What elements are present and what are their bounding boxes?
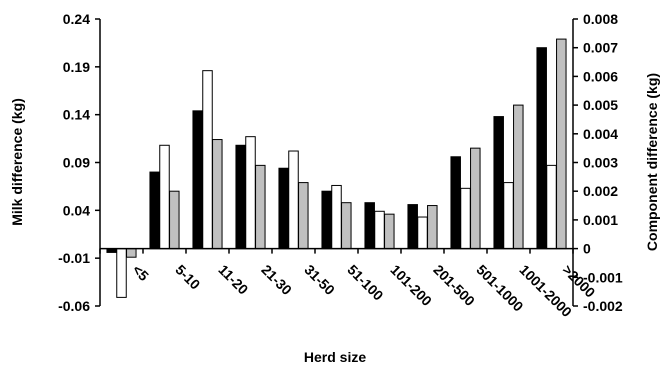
bar-s3-0 bbox=[126, 248, 137, 258]
bar-s2-9 bbox=[503, 182, 514, 250]
bar-s3-8 bbox=[470, 147, 481, 250]
right-tick-label-9: 0.007 bbox=[583, 40, 618, 56]
bar-s1-2 bbox=[192, 110, 203, 250]
bar-s2-6 bbox=[374, 210, 385, 250]
right-tick-label-0: -0.002 bbox=[583, 298, 623, 314]
left-tick-label-4: 0.14 bbox=[63, 107, 90, 123]
right-tick-label-8: 0.006 bbox=[583, 68, 618, 84]
bar-s1-1 bbox=[149, 171, 160, 250]
x-tick-label-0: <5 bbox=[129, 261, 152, 284]
x-tick-label-2: 11-20 bbox=[215, 261, 251, 297]
x-tick-label-6: 101-200 bbox=[387, 261, 435, 309]
right-tick-label-5: 0.003 bbox=[583, 155, 618, 171]
bar-s2-8 bbox=[460, 187, 471, 250]
bar-s2-3 bbox=[245, 136, 256, 250]
bar-s1-3 bbox=[235, 144, 246, 250]
bar-s3-1 bbox=[169, 190, 180, 250]
left-tick-label-0: -0.06 bbox=[58, 298, 90, 314]
bar-s1-9 bbox=[493, 116, 504, 250]
right-tick-label-1: -0.001 bbox=[583, 269, 623, 285]
x-tick-label-3: 21-30 bbox=[258, 261, 295, 298]
right-tick-label-7: 0.005 bbox=[583, 97, 618, 113]
bar-s3-9 bbox=[513, 104, 524, 250]
bar-s2-4 bbox=[288, 150, 299, 250]
bar-s2-5 bbox=[331, 184, 342, 250]
bar-s3-2 bbox=[212, 139, 223, 250]
bar-s2-0 bbox=[116, 248, 127, 298]
x-axis-title: Herd size bbox=[304, 349, 366, 365]
bars-group bbox=[106, 38, 567, 298]
left-tick-label-3: 0.09 bbox=[63, 155, 90, 171]
bar-s1-6 bbox=[364, 202, 375, 250]
right-tick-label-4: 0.002 bbox=[583, 183, 618, 199]
left-axis-title: Milk difference (kg) bbox=[9, 98, 25, 226]
bar-s1-7 bbox=[407, 204, 418, 250]
bar-s3-3 bbox=[255, 164, 266, 250]
x-tick-label-1: 5-10 bbox=[172, 261, 203, 292]
bar-s1-5 bbox=[321, 190, 332, 250]
bar-s3-4 bbox=[298, 182, 309, 250]
bar-s2-1 bbox=[159, 144, 170, 250]
bar-s2-2 bbox=[202, 70, 213, 250]
right-tick-label-2: 0 bbox=[583, 241, 591, 257]
right-tick-label-10: 0.008 bbox=[583, 11, 618, 27]
bar-s3-10 bbox=[556, 38, 567, 250]
left-tick-label-2: 0.04 bbox=[63, 202, 90, 218]
right-tick-label-3: 0.001 bbox=[583, 212, 618, 228]
bar-s1-8 bbox=[450, 156, 461, 250]
right-tick-label-6: 0.004 bbox=[583, 126, 618, 142]
x-tick-label-5: 51-100 bbox=[344, 261, 386, 303]
x-tick-label-7: 201-500 bbox=[430, 261, 478, 309]
right-axis-title: Component difference (kg) bbox=[644, 73, 660, 251]
x-tick-label-4: 31-50 bbox=[301, 261, 338, 298]
bar-s3-5 bbox=[341, 202, 352, 250]
left-tick-label-1: -0.01 bbox=[58, 250, 90, 266]
bar-s1-10 bbox=[536, 47, 547, 250]
left-tick-label-6: 0.24 bbox=[63, 11, 90, 27]
bar-s2-10 bbox=[546, 164, 557, 250]
left-tick-label-5: 0.19 bbox=[63, 59, 90, 75]
bar-s3-7 bbox=[427, 205, 438, 250]
bar-s2-7 bbox=[417, 216, 428, 250]
bar-s1-4 bbox=[278, 167, 289, 250]
bar-s3-6 bbox=[384, 213, 395, 250]
